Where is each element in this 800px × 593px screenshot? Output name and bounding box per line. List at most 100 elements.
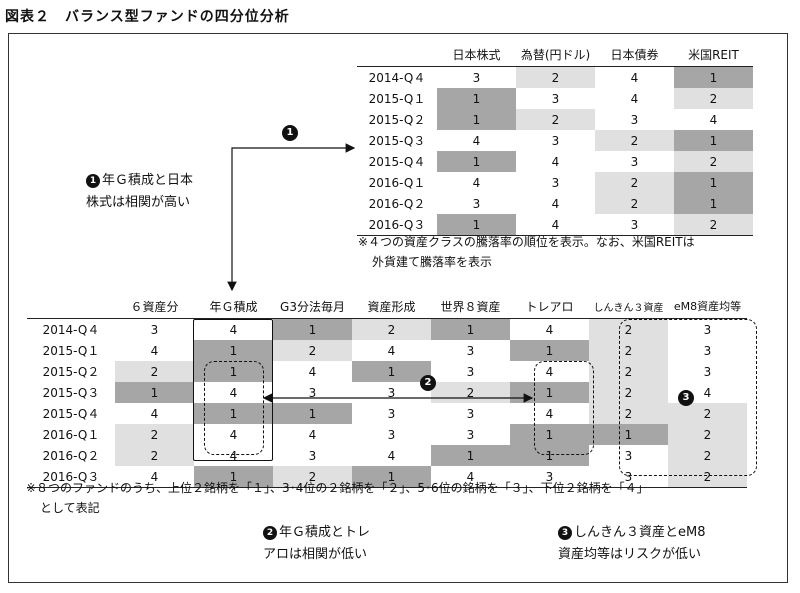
rank-cell: 4 [308,427,317,442]
table-row: 2015-Q２ 1 2 3 4 [357,109,753,130]
rank-cell: 4 [194,318,273,340]
table-row: 2016-Q１ 2 4 4 3 3 1 1 2 [27,424,747,445]
rank-cell: 1 [352,466,431,488]
rank-cell: 4 [150,406,159,421]
table-row: 2015-Q４ 4 1 1 3 3 4 2 2 [27,403,747,424]
rank-cell: 3 [589,466,668,488]
rank-cell: 3 [115,318,194,340]
rank-cell: 4 [510,318,589,340]
rank-cell: 1 [431,445,510,466]
rank-cell: 4 [551,154,560,169]
col-header: しんきん３資産 [589,294,668,319]
rank-cell: 3 [466,406,475,421]
rank-cell: 2 [668,466,747,488]
rank-cell: 3 [595,214,674,236]
rank-cell: 2 [115,445,194,466]
rank-cell: 4 [516,214,595,236]
rank-cell: 4 [545,406,554,421]
rank-cell: 4 [387,343,396,358]
table1-note: ※４つの資産クラスの騰落率の順位を表示。なお、米国REITは 外貨建て騰落率を表… [358,232,695,272]
rank-cell: 4 [229,385,238,400]
rank-cell: 4 [472,133,481,148]
rank-cell: 3 [551,175,560,190]
rank-cell: 2 [674,88,753,109]
asset-rank-table: 日本株式 為替(円ドル) 日本債券 米国REIT 2014-Q４ 3 2 4 1 2015… [357,42,753,236]
row-label: 2015-Q２ [368,113,426,127]
rank-cell: 1 [674,172,753,193]
table-row: 2015-Q１ 4 1 2 4 3 1 2 3 [27,340,747,361]
rank-cell: 1 [510,445,589,466]
table-row: 2016-Q３ 1 4 3 2 [357,214,753,236]
col-header: 米国REIT [674,42,753,67]
table-row: 2016-Q２ 2 4 3 4 1 1 3 2 [27,445,747,466]
rank-cell: 3 [437,66,516,88]
highlight-box-dashed [619,319,757,476]
rank-cell: 4 [595,66,674,88]
rank-cell: 2 [668,445,747,466]
rank-cell: 4 [229,448,238,463]
corner-cell [27,294,115,319]
rank-cell: 4 [472,175,481,190]
rank-cell: 2 [352,318,431,340]
row-label: 2016-Q２ [42,449,100,463]
rank-cell: 2 [273,340,352,361]
table-row: 2015-Q１ 1 3 4 2 [357,88,753,109]
row-label: 2014-Q４ [27,318,115,340]
marker-1: 1 [282,125,298,141]
rank-cell: 4 [115,466,194,488]
rank-cell: 3 [387,427,396,442]
rank-cell: 3 [466,364,475,379]
rank-cell: 3 [703,343,712,358]
figure-frame [8,33,788,583]
rank-cell: 3 [387,385,396,400]
row-label: 2016-Q２ [368,197,426,211]
rank-cell: 3 [703,364,712,379]
table-row: 2015-Q３ 4 3 2 1 [357,130,753,151]
rank-cell: 2 [674,151,753,172]
row-label: 2015-Q１ [368,92,426,106]
col-header: 日本株式 [437,42,516,67]
rank-cell: 3 [668,318,747,340]
rank-cell: 3 [308,448,317,463]
rank-cell: 3 [630,154,639,169]
rank-cell: 2 [589,382,668,403]
rank-cell: 1 [674,130,753,151]
rank-cell: 4 [709,112,718,127]
highlight-box-dashed [204,361,264,455]
callout-1-line: 株式は相関が高い [86,195,191,210]
callout-3-line: 資産均等はリスクが低い [558,547,702,562]
callout-3-marker: 3 [558,526,572,540]
col-header: ６資産分 [115,294,194,319]
rank-cell: 1 [273,403,352,424]
highlight-box-dashed [534,361,594,455]
callout-3-line: しんきん３資産とeM8 [574,525,706,540]
rank-cell: 4 [150,343,159,358]
rank-cell: 4 [387,448,396,463]
rank-cell: 4 [551,196,560,211]
rank-cell: 1 [194,340,273,361]
rank-cell: 2 [115,424,194,445]
row-label: 2014-Q４ [357,66,437,88]
row-label: 2016-Q３ [27,466,115,488]
rank-cell: 1 [589,424,668,445]
table2-note: ※８つのファンドのうち、上位２銘柄を「１」、3･4位の２銘柄を「２」、5･6位の… [26,478,649,518]
table-row: 2014-Q４ 3 2 4 1 [357,66,753,88]
fund-rank-table: ６資産分 年Ｇ積成 G3分法毎月 資産形成 世界８資産 トレアロ しんきん３資産… [27,294,747,488]
rank-cell: 2 [589,403,668,424]
rank-cell: 3 [472,196,481,211]
rank-cell: 1 [674,66,753,88]
row-label: 2015-Q４ [368,155,426,169]
rank-cell: 2 [115,361,194,382]
rank-cell: 3 [510,466,589,488]
table-row: 2016-Q２ 3 4 2 1 [357,193,753,214]
rank-cell: 4 [630,91,639,106]
rank-cell: 3 [466,343,475,358]
row-label: 2015-Q４ [42,407,100,421]
callout-2-line: 年Ｇ積成とトレ [279,525,371,540]
col-header: 日本債券 [595,42,674,67]
rank-cell: 3 [630,112,639,127]
rank-cell: 2 [595,130,674,151]
figure-title: 図表２ バランス型ファンドの四分位分析 [5,9,290,25]
rank-cell: 3 [551,133,560,148]
